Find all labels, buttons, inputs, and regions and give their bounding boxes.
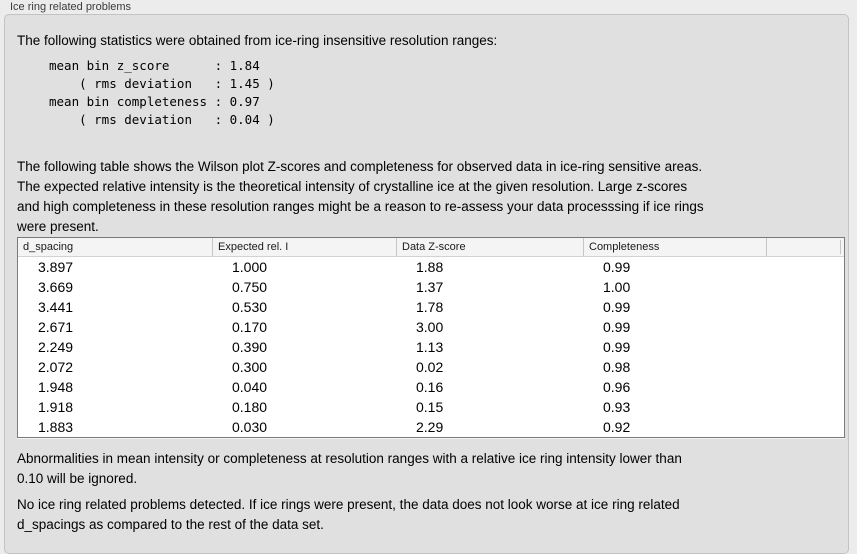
table-cell — [766, 417, 844, 437]
table-cell: 2.072 — [38, 359, 74, 375]
table-cell: 0.030 — [232, 419, 268, 435]
table-cell — [766, 357, 844, 377]
table-cell: 0.15 — [416, 399, 444, 415]
table-cell — [766, 317, 844, 337]
table-cell — [766, 277, 844, 297]
stats-block: mean bin z_score : 1.84 ( rms deviation … — [49, 58, 275, 127]
groupbox-title: Ice ring related problems — [10, 1, 132, 13]
table-header-d-spacing[interactable]: d_spacing — [23, 241, 74, 253]
ice-ring-table: d_spacing Expected rel. I Data Z-score C… — [17, 237, 845, 438]
table-cell: 0.99 — [603, 299, 631, 315]
table-cell: 1.00 — [603, 279, 631, 295]
table-cell: 1.000 — [232, 259, 268, 275]
table-cell: 3.669 — [38, 279, 74, 295]
table-cell: 0.92 — [603, 419, 631, 435]
table-row[interactable]: 2.072 0.300 0.02 0.98 — [18, 357, 844, 377]
table-cell: 0.530 — [232, 299, 268, 315]
table-cell: 0.390 — [232, 339, 268, 355]
header-end-separator — [840, 240, 841, 254]
table-body: 3.897 1.000 1.88 0.99 3.669 0.750 1.37 1.00 3.44… — [18, 257, 844, 437]
table-cell: 0.750 — [232, 279, 268, 295]
table-row[interactable]: 1.918 0.180 0.15 0.93 — [18, 397, 844, 417]
footnote-text: Abnormalities in mean intensity or compl… — [17, 451, 682, 486]
table-cell: 3.897 — [38, 259, 74, 275]
table-cell — [766, 397, 844, 417]
table-cell — [766, 377, 844, 397]
table-row[interactable]: 1.948 0.040 0.16 0.96 — [18, 377, 844, 397]
table-cell: 1.13 — [416, 339, 444, 355]
table-cell: 1.883 — [38, 419, 74, 435]
table-cell: 0.040 — [232, 379, 268, 395]
table-header-completeness[interactable]: Completeness — [583, 238, 766, 256]
table-row[interactable]: 2.249 0.390 1.13 0.99 — [18, 337, 844, 357]
table-row[interactable]: 3.441 0.530 1.78 0.99 — [18, 297, 844, 317]
table-cell: 0.170 — [232, 319, 268, 335]
table-cell: 1.918 — [38, 399, 74, 415]
table-cell — [766, 297, 844, 317]
table-cell: 1.88 — [416, 259, 444, 275]
table-cell: 0.180 — [232, 399, 268, 415]
table-header-data-z-score[interactable]: Data Z-score — [396, 238, 583, 256]
table-cell: 1.78 — [416, 299, 444, 315]
ice-ring-groupbox: The following statistics were obtained f… — [4, 14, 849, 554]
table-header-cell-empty[interactable] — [766, 238, 844, 256]
table-cell: 0.02 — [416, 359, 444, 375]
table-row[interactable]: 3.669 0.750 1.37 1.00 — [18, 277, 844, 297]
table-cell: 2.671 — [38, 319, 74, 335]
groupbox-body: The following statistics were obtained f… — [5, 15, 848, 535]
table-cell: 0.99 — [603, 339, 631, 355]
table-cell: 2.249 — [38, 339, 74, 355]
table-cell: 0.16 — [416, 379, 444, 395]
conclusion-text: No ice ring related problems detected. I… — [17, 497, 680, 532]
table-cell — [766, 257, 844, 277]
table-cell — [766, 337, 844, 357]
table-header-expected-rel-i[interactable]: Expected rel. I — [212, 238, 396, 256]
table-cell: 0.300 — [232, 359, 268, 375]
table-header-row: d_spacing Expected rel. I Data Z-score C… — [18, 238, 844, 257]
table-cell: 1.948 — [38, 379, 74, 395]
table-row[interactable]: 2.671 0.170 3.00 0.99 — [18, 317, 844, 337]
table-cell: 1.37 — [416, 279, 444, 295]
table-cell: 3.441 — [38, 299, 74, 315]
table-cell: 0.99 — [603, 259, 631, 275]
table-cell: 0.99 — [603, 319, 631, 335]
table-cell: 0.96 — [603, 379, 631, 395]
table-cell: 2.29 — [416, 419, 444, 435]
table-row[interactable]: 3.897 1.000 1.88 0.99 — [18, 257, 844, 277]
description-text: The following table shows the Wilson plo… — [17, 159, 704, 234]
table-cell: 0.98 — [603, 359, 631, 375]
table-cell: 0.93 — [603, 399, 631, 415]
intro-text: The following statistics were obtained f… — [17, 33, 498, 48]
table-cell: 3.00 — [416, 319, 444, 335]
table-row[interactable]: 1.883 0.030 2.29 0.92 — [18, 417, 844, 437]
